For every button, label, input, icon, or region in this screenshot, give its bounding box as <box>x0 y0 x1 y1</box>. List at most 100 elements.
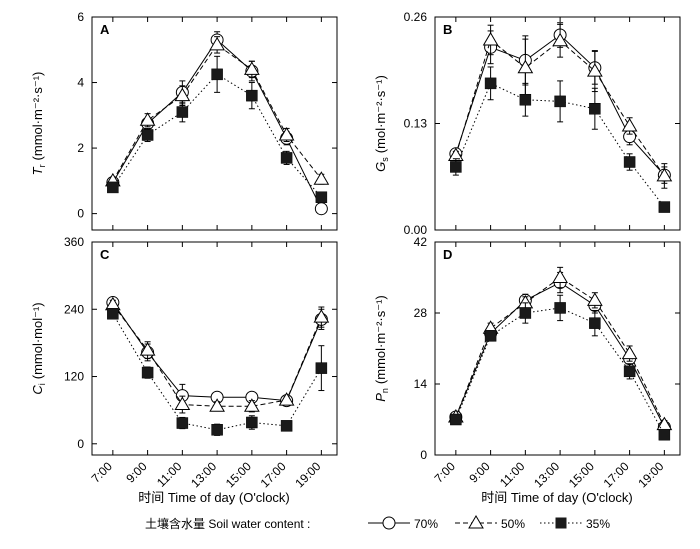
data-point-square <box>107 181 119 194</box>
y-tick-label: 28 <box>414 306 428 320</box>
y-axis-title: Tr (mmol·m⁻²·s⁻¹) <box>30 72 47 176</box>
y-tick-label: 4 <box>77 76 84 90</box>
panel-letter: A <box>100 22 110 37</box>
data-point-square <box>589 103 601 115</box>
data-point-triangle <box>313 309 330 323</box>
data-point-square <box>246 416 258 429</box>
y-tick-label: 0 <box>77 207 84 221</box>
x-tick-label: 9:00 <box>466 459 493 486</box>
panel-frame <box>91 241 338 456</box>
x-tick-label: 19:00 <box>635 459 666 490</box>
data-point-square <box>315 191 328 203</box>
legend-marker-triangle <box>468 515 484 529</box>
x-axis-title-right: 时间 Time of day (O'clock) <box>481 490 633 505</box>
data-point-triangle <box>174 87 191 102</box>
panel-frame <box>91 16 338 231</box>
data-point-triangle <box>621 345 638 360</box>
data-point-triangle <box>174 396 191 411</box>
data-point-triangle <box>139 112 156 126</box>
x-tick-label: 19:00 <box>292 459 323 490</box>
data-point-square <box>484 77 497 90</box>
data-point-square <box>246 89 258 102</box>
series-70pct <box>106 296 328 408</box>
panel-frame <box>434 241 681 456</box>
x-tick-label: 9:00 <box>123 459 150 486</box>
data-point-square <box>141 366 154 379</box>
legend-label: 土壤含水量 Soil water content : <box>145 516 310 531</box>
data-point-triangle <box>243 61 260 75</box>
y-tick-label: 240 <box>64 302 84 316</box>
y-axis-title: Pn (mmol·m⁻²·s⁻¹) <box>373 295 390 402</box>
legend-entry-label: 50% <box>501 517 525 531</box>
legend-entry-35pct: 35% <box>540 517 610 531</box>
y-axis-symbol: G <box>373 162 388 172</box>
series-35pct <box>450 294 671 441</box>
y-tick-label: 6 <box>77 10 84 24</box>
x-tick-label: 13:00 <box>188 459 219 490</box>
legend-entry-70pct: 70% <box>368 516 438 531</box>
data-point-square <box>554 302 566 314</box>
data-point-triangle <box>517 59 534 74</box>
x-tick-label: 15:00 <box>566 459 597 490</box>
y-axis-symbol: P <box>373 393 388 402</box>
data-point-square <box>176 417 189 429</box>
x-tick-label: 7:00 <box>89 459 116 486</box>
data-point-square <box>315 362 328 374</box>
data-point-square <box>211 424 223 436</box>
y-axis-subscript: r <box>37 164 47 167</box>
data-point-triangle <box>621 117 638 132</box>
panel-letter: D <box>443 247 452 262</box>
y-axis-unit: (mmol·mol⁻¹) <box>30 302 45 379</box>
y-axis-subscript: i <box>37 383 47 385</box>
data-point-square <box>176 106 189 118</box>
y-tick-label: 42 <box>414 235 428 249</box>
data-point-triangle <box>209 36 225 51</box>
data-point-square <box>658 428 671 441</box>
x-tick-label: 17:00 <box>258 459 289 490</box>
data-point-triangle <box>656 167 673 182</box>
series-50pct <box>104 296 330 414</box>
x-tick-label: 11:00 <box>497 459 528 490</box>
y-axis-subscript: s <box>380 157 390 162</box>
series-35pct <box>107 55 328 203</box>
data-point-triangle <box>139 342 156 356</box>
x-tick-label: 15:00 <box>223 459 254 490</box>
y-tick-label: 14 <box>414 377 428 391</box>
y-axis-symbol: T <box>30 166 45 175</box>
panel-letter: C <box>100 247 110 262</box>
x-tick-label: 11:00 <box>154 459 185 490</box>
data-point-square <box>623 156 636 168</box>
y-tick-label: 0.00 <box>404 223 428 237</box>
data-point-square <box>623 365 636 378</box>
legend-entry-label: 70% <box>414 517 438 531</box>
data-point-triangle <box>552 32 568 47</box>
data-point-square <box>280 420 293 432</box>
data-point-triangle <box>552 269 568 283</box>
y-tick-label: 0 <box>77 437 84 451</box>
y-axis-subscript: n <box>380 388 390 393</box>
panel-C: C 0 120 240 360 7:00 9:00 11:00 13:00 15:00 17:00 1… <box>30 235 338 490</box>
data-point-square <box>107 307 119 320</box>
x-tick-label: 17:00 <box>601 459 632 490</box>
y-tick-label: 0.26 <box>404 10 428 24</box>
legend-entry-label: 35% <box>586 517 610 531</box>
y-tick-label: 2 <box>77 141 84 155</box>
data-point-triangle <box>243 398 260 412</box>
panel-letter: B <box>443 22 452 37</box>
legend: 土壤含水量 Soil water content : 70% 50% 35% <box>145 515 610 531</box>
data-point-triangle <box>586 292 603 306</box>
x-tick-label: 7:00 <box>432 459 459 486</box>
legend-marker-square <box>555 517 567 529</box>
chart-panels: A 0 2 4 6 Tr (mmol·m⁻²·s⁻¹) B 0.00 0.13 0.26 Gs (mol… <box>30 10 681 490</box>
y-tick-label: 0.13 <box>404 117 428 131</box>
y-tick-label: 120 <box>64 370 84 384</box>
y-tick-label: 0 <box>420 448 427 462</box>
y-axis-unit: (mmol·m⁻²·s⁻¹) <box>373 295 388 384</box>
y-axis-title: Ci (mmol·mol⁻¹) <box>30 302 47 394</box>
data-point-triangle <box>209 398 225 412</box>
data-point-square <box>589 317 601 329</box>
x-tick-label: 13:00 <box>531 459 562 490</box>
data-point-circle <box>314 202 328 216</box>
data-point-triangle <box>278 392 295 406</box>
data-point-square <box>211 68 223 81</box>
